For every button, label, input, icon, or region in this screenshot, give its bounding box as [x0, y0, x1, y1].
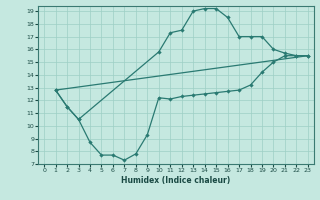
X-axis label: Humidex (Indice chaleur): Humidex (Indice chaleur)	[121, 176, 231, 185]
